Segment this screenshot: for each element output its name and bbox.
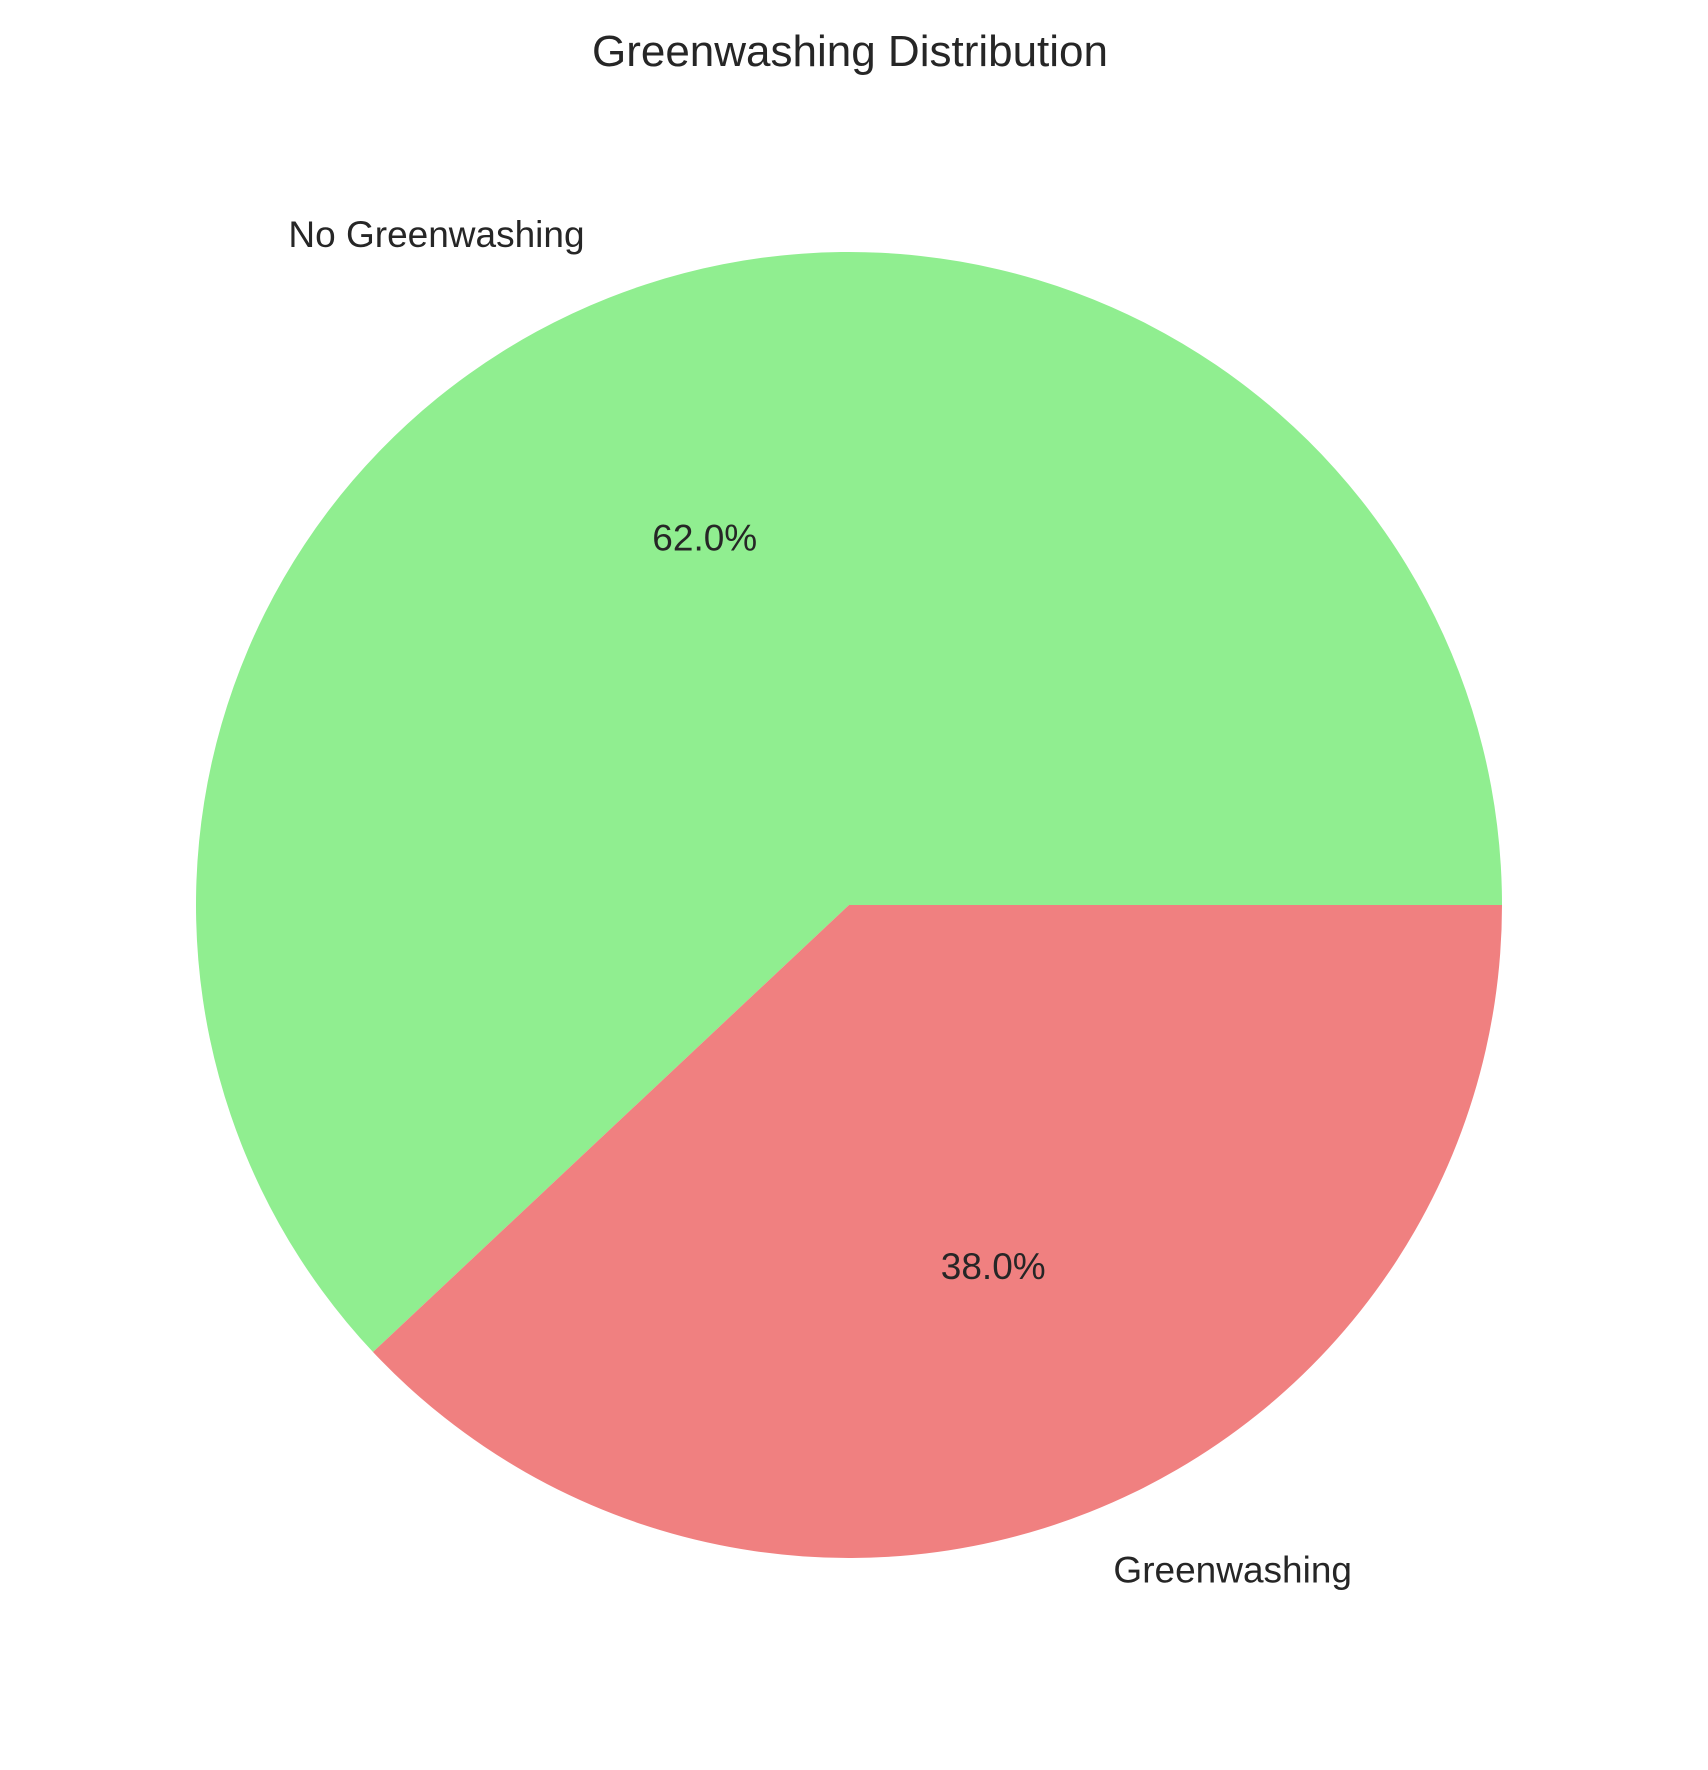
pie-slice-no-greenwashing (196, 252, 1503, 1353)
pie-labels: No Greenwashing 62.0% Greenwashing 38.0% (288, 214, 1352, 1591)
pie-percent-label: 38.0% (941, 1246, 1046, 1287)
chart-title: Greenwashing Distribution (592, 27, 1108, 76)
pie-slice-greenwashing (372, 905, 1502, 1559)
pie-percent-label: 62.0% (652, 517, 757, 558)
pie-slices (196, 252, 1503, 1559)
pie-category-label: No Greenwashing (288, 214, 584, 255)
pie-category-label: Greenwashing (1113, 1550, 1352, 1591)
